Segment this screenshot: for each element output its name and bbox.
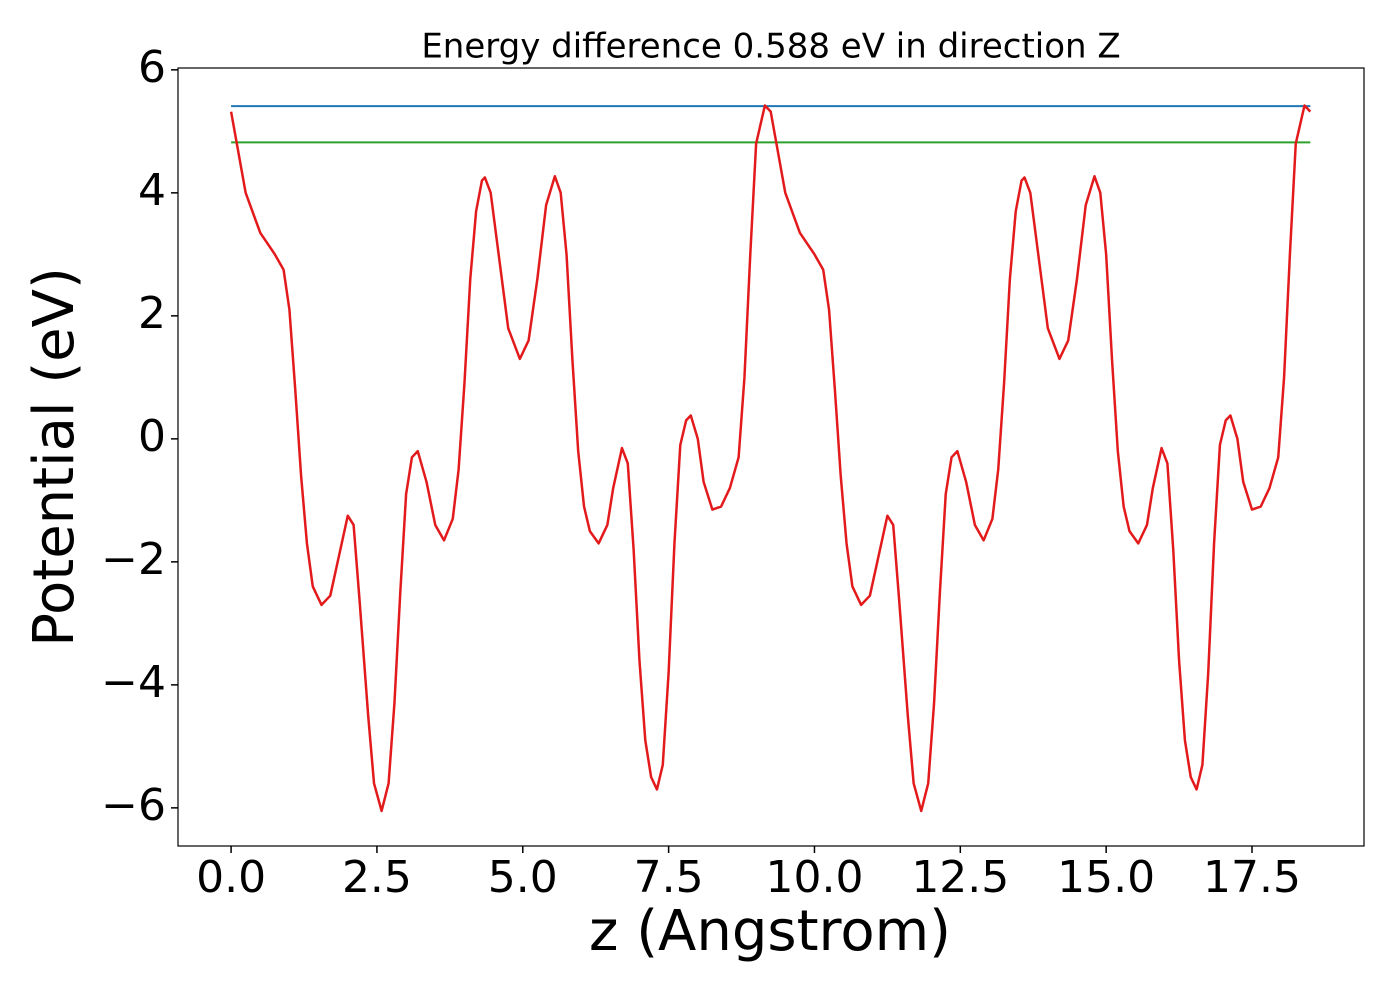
y-axis-label: Potential (eV) (22, 267, 87, 647)
y-tick-label: 4 (138, 165, 166, 216)
y-tick-label: −6 (101, 780, 166, 831)
x-tick-label: 7.5 (634, 852, 704, 903)
x-axis-label: z (Angstrom) (589, 899, 951, 964)
plot-frame (177, 67, 1365, 847)
y-tick-label: 2 (138, 288, 166, 339)
y-tick-label: −2 (101, 534, 166, 585)
y-tick-label: −4 (101, 657, 166, 708)
x-tick-label: 0.0 (196, 852, 266, 903)
y-tick-label: 6 (138, 42, 166, 93)
x-tick-label: 17.5 (1203, 852, 1301, 903)
x-tick-label: 5.0 (488, 852, 558, 903)
x-tick-label: 12.5 (911, 852, 1009, 903)
chart-title: Energy difference 0.588 eV in direction … (421, 27, 1120, 67)
x-tick-label: 2.5 (342, 852, 412, 903)
potential-line (229, 104, 1312, 813)
y-tick-label: 0 (138, 411, 166, 462)
x-tick-label: 10.0 (765, 852, 863, 903)
x-tick-label: 15.0 (1057, 852, 1155, 903)
